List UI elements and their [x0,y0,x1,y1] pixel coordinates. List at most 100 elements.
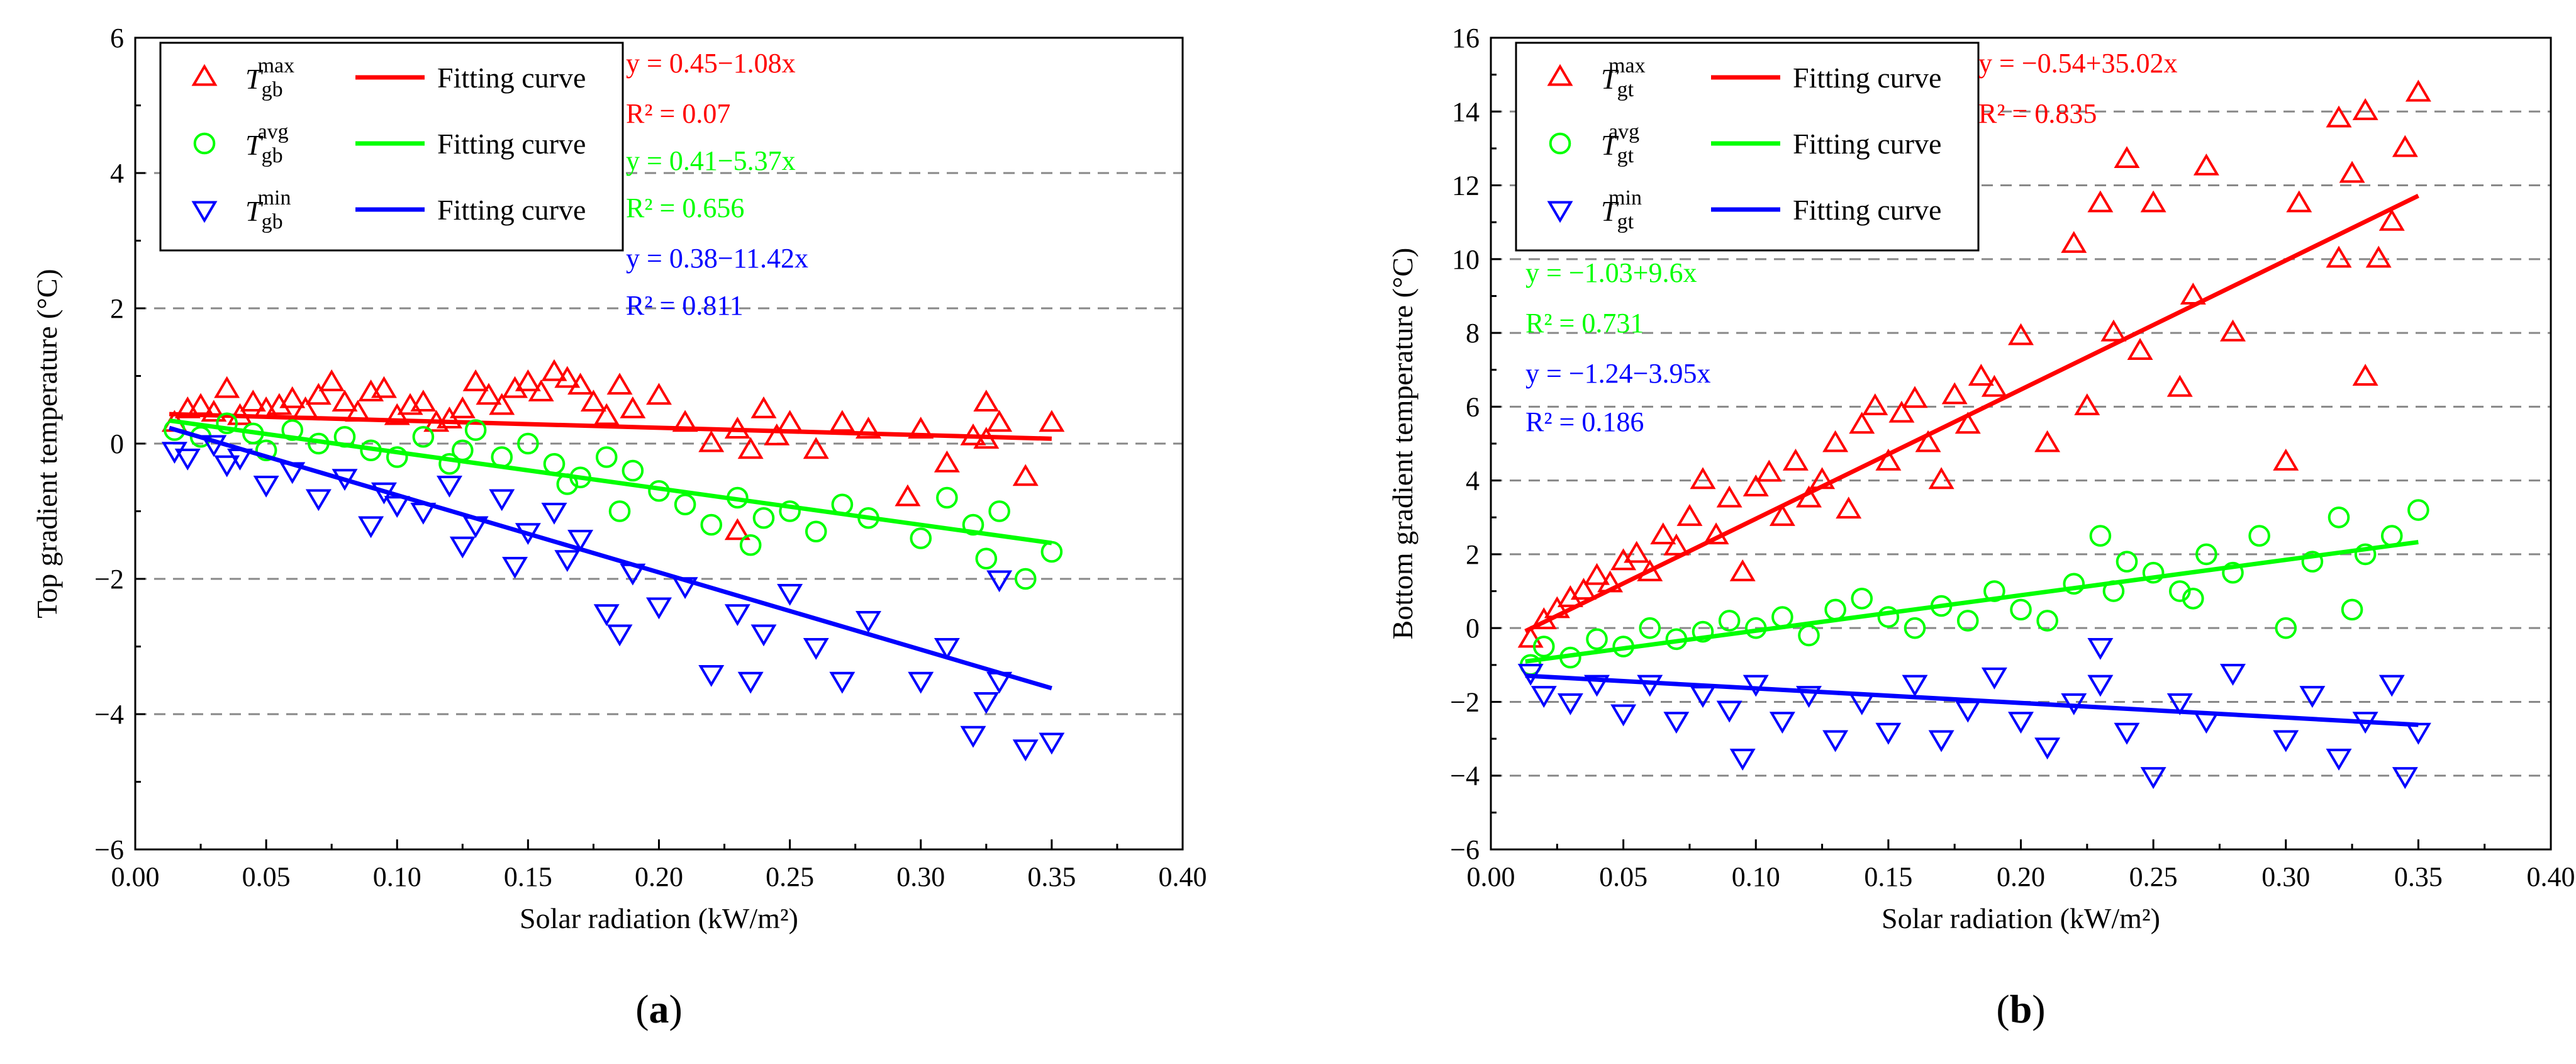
data-point-avg [805,520,827,543]
data-point-max [1610,548,1637,571]
data-point-max [698,430,725,452]
x-tick-label: 0.30 [896,861,945,892]
fit-line-avg [169,418,1052,546]
series-max [1517,79,2431,648]
data-point-max [2166,374,2193,397]
data-point-avg [2248,525,2270,547]
series-avg [164,412,1063,590]
data-point-min [1981,667,2007,690]
data-point-avg [975,547,998,570]
data-point-max [2326,245,2352,268]
data-point-avg [2222,561,2244,584]
panel-letter: b [2010,987,2032,1031]
data-point-avg [936,486,958,509]
data-point-avg [1904,617,1926,639]
data-point-min [960,725,986,748]
data-point-max [737,437,764,459]
data-point-avg [1771,606,1793,628]
x-axis-ticks: 0.00 0.05 0.10 0.15 0.20 0.25 0.30 0.35 0.40 [111,839,1207,892]
data-point-min [253,475,279,498]
data-point-max [1039,410,1065,432]
data-point-min [1928,730,1954,753]
data-point-min [2087,675,2114,697]
data-point-min [541,502,567,525]
legend-marker-max [191,64,218,86]
data-point-min [606,624,633,647]
data-point-max [1769,503,1795,526]
data-point-max [2140,190,2166,213]
data-point-max [908,417,934,439]
data-point-avg [2275,617,2297,639]
data-point-min [986,570,1013,593]
x-axis-ticks: 0.00 0.05 0.10 0.15 0.20 0.25 0.30 0.35 0.40 [1467,839,2575,892]
data-point-min [2405,722,2431,745]
data-point-min [2299,686,2326,708]
fit-line-avg [1525,540,2419,664]
x-tick-label: 0.20 [635,861,683,892]
data-point-max [1888,400,1915,423]
x-tick-label: 0.40 [1159,861,1207,892]
x-tick-label: 0.35 [2394,861,2443,892]
data-point-max [724,518,750,540]
data-point-min [737,671,764,694]
x-axis-title: Solar radiation (kW/m²) [520,902,798,934]
fit-equation-min: y = −1.24−3.95x [1525,358,1710,389]
data-point-avg [608,500,631,522]
data-point-min [1875,722,1902,745]
data-point-min [384,496,410,518]
legend: Tgbmax Fitting curve Tgbavg Fitting curve Tg… [159,42,624,252]
data-point-avg [2301,551,2324,573]
data-point-avg [1532,636,1555,658]
data-point-max [1902,386,1928,408]
series-max [161,359,1065,540]
data-point-max [2392,135,2418,157]
data-point-max [214,376,240,398]
data-point-max [2352,98,2378,120]
data-point-min [2114,722,2140,745]
data-point-max [829,410,856,432]
data-point-max [777,410,803,432]
data-point-min [2166,693,2193,715]
panel-letter: a [649,987,669,1031]
panel-label: (b) [1996,987,2045,1031]
data-point-min [1531,686,1557,708]
data-point-avg [988,500,1010,522]
data-point-avg [216,412,238,435]
data-point-min [1796,686,1822,708]
data-point-max [2061,231,2087,253]
y-axis-title: Bottom gradient temperature (°C) [1386,248,1419,640]
data-point-max [515,369,541,391]
x-tick-label: 0.05 [242,861,291,892]
data-point-max [1557,585,1583,607]
data-point-max [1716,485,1742,508]
fit-equation-avg: y = −1.03+9.6x [1525,257,1697,288]
x-axis-title: Solar radiation (kW/m²) [1882,902,2160,934]
data-point-avg [779,500,801,522]
fit-r2-max: R² = 0.835 [1978,98,2097,129]
legend-fitting-label: Fitting curve [437,194,586,226]
data-point-max [973,389,1000,412]
x-tick-label: 0.15 [1864,861,1912,892]
legend-symbol-max: Tgtmax [1601,54,1646,101]
data-point-min [934,637,960,660]
y-tick-label: 14 [1452,96,1480,127]
data-point-avg [1040,540,1063,563]
y-tick-label: −6 [94,834,124,865]
data-point-max [580,389,606,412]
x-tick-label: 0.25 [2129,861,2178,892]
data-point-avg [622,459,644,482]
data-point-max [476,383,502,405]
fit-r2-max: R² = 0.07 [626,98,730,129]
data-point-max [2220,319,2246,342]
data-point-avg [700,513,723,536]
data-point-max [410,389,437,412]
data-point-min [856,610,881,633]
data-point-avg [1851,587,1873,610]
y-tick-label: −4 [1450,761,1480,792]
data-point-max [2339,160,2365,183]
data-point-max [2100,319,2127,342]
y-tick-label: 12 [1452,171,1480,201]
data-point-max [2087,190,2114,213]
y-axis-title: Top gradient temperature (°C) [31,269,63,618]
